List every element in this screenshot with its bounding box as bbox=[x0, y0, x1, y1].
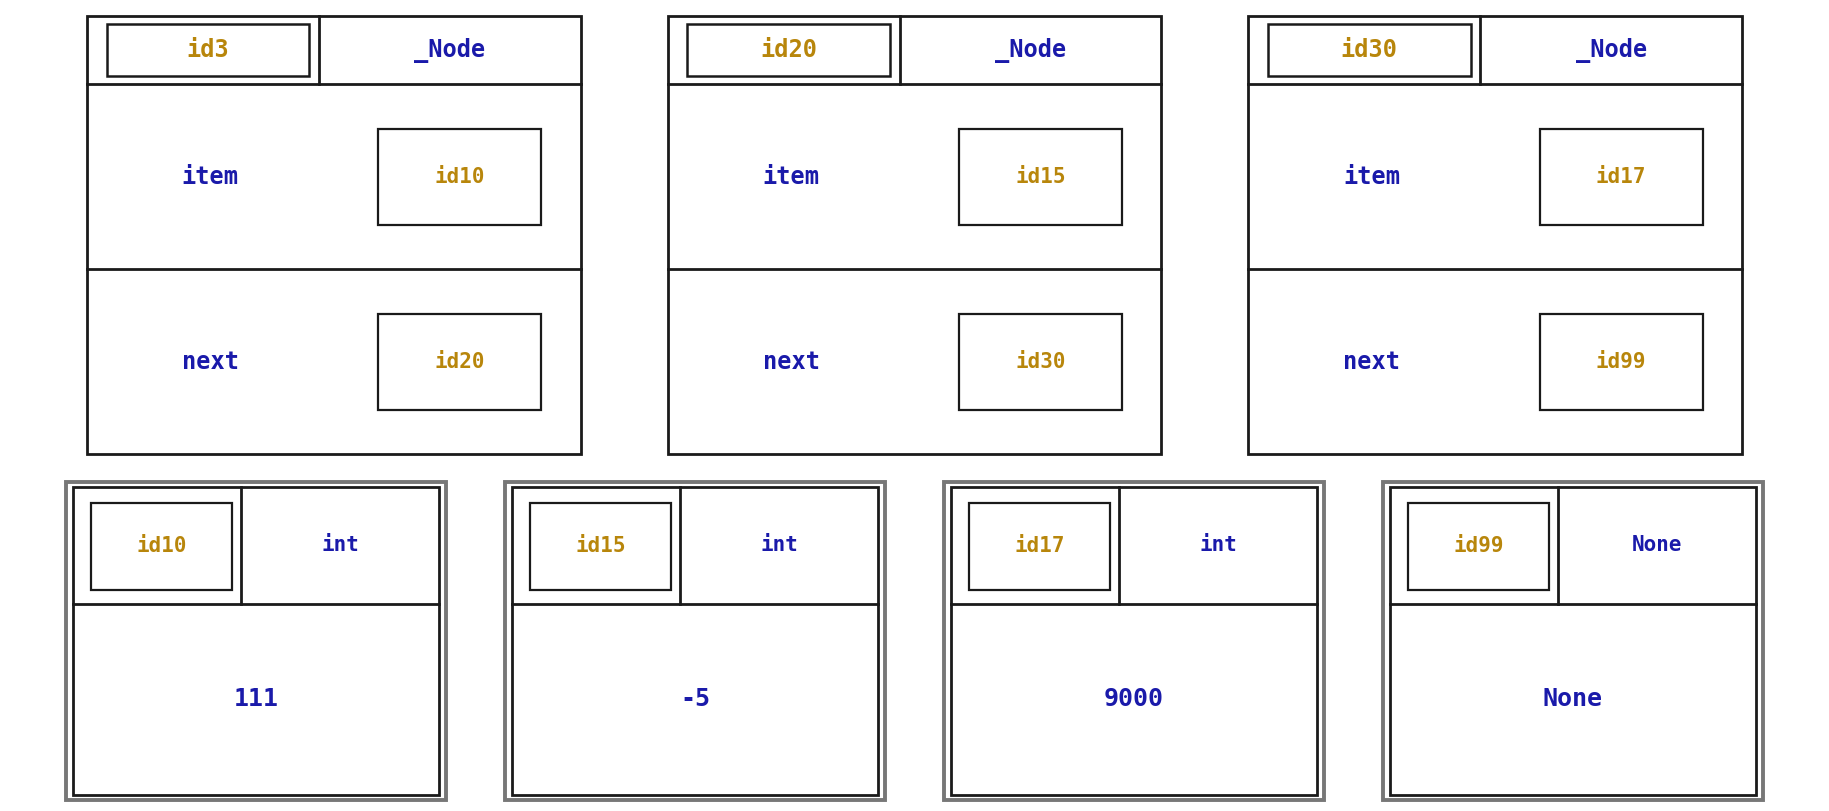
Bar bbox=[91, 503, 232, 590]
Bar bbox=[512, 487, 878, 795]
Text: _Node: _Node bbox=[1575, 37, 1646, 62]
Bar bbox=[86, 16, 580, 454]
Text: None: None bbox=[1544, 687, 1602, 711]
Text: id10: id10 bbox=[435, 166, 485, 187]
Text: id99: id99 bbox=[1454, 536, 1503, 556]
Text: None: None bbox=[1631, 535, 1683, 556]
Bar bbox=[530, 503, 671, 590]
Text: -5: -5 bbox=[680, 687, 710, 711]
Bar bbox=[106, 24, 309, 76]
Bar bbox=[958, 314, 1121, 410]
Text: id17: id17 bbox=[1597, 166, 1646, 187]
Bar bbox=[688, 24, 889, 76]
Text: id10: id10 bbox=[137, 536, 187, 556]
Bar bbox=[1247, 16, 1741, 454]
Bar bbox=[66, 482, 446, 800]
Bar bbox=[969, 503, 1110, 590]
Bar bbox=[379, 128, 541, 225]
Text: int: int bbox=[1200, 535, 1236, 556]
Bar bbox=[958, 128, 1121, 225]
Text: id30: id30 bbox=[1015, 352, 1066, 371]
Bar bbox=[1390, 487, 1756, 795]
Text: id30: id30 bbox=[1341, 38, 1397, 62]
Text: id3: id3 bbox=[187, 38, 229, 62]
Text: id15: id15 bbox=[1015, 166, 1066, 187]
Text: item: item bbox=[1342, 165, 1401, 189]
Bar bbox=[1383, 482, 1763, 800]
Bar bbox=[1540, 128, 1703, 225]
Text: next: next bbox=[1342, 350, 1401, 374]
Text: 9000: 9000 bbox=[1105, 687, 1163, 711]
Text: _Node: _Node bbox=[995, 37, 1066, 62]
Text: id15: id15 bbox=[576, 536, 626, 556]
Text: _Node: _Node bbox=[413, 37, 485, 62]
Bar bbox=[505, 482, 885, 800]
Text: item: item bbox=[181, 165, 240, 189]
Text: next: next bbox=[181, 350, 240, 374]
Text: id20: id20 bbox=[761, 38, 818, 62]
Text: id20: id20 bbox=[435, 352, 485, 371]
Bar bbox=[944, 482, 1324, 800]
Text: int: int bbox=[761, 535, 797, 556]
Bar bbox=[1540, 314, 1703, 410]
Text: 111: 111 bbox=[234, 687, 278, 711]
Text: int: int bbox=[322, 535, 358, 556]
Bar bbox=[73, 487, 439, 795]
Bar bbox=[951, 487, 1317, 795]
Bar bbox=[379, 314, 541, 410]
Text: id17: id17 bbox=[1015, 536, 1064, 556]
Text: id99: id99 bbox=[1597, 352, 1646, 371]
Text: next: next bbox=[763, 350, 819, 374]
Bar bbox=[1408, 503, 1549, 590]
Bar bbox=[1267, 24, 1471, 76]
Bar bbox=[668, 16, 1161, 454]
Text: item: item bbox=[763, 165, 819, 189]
